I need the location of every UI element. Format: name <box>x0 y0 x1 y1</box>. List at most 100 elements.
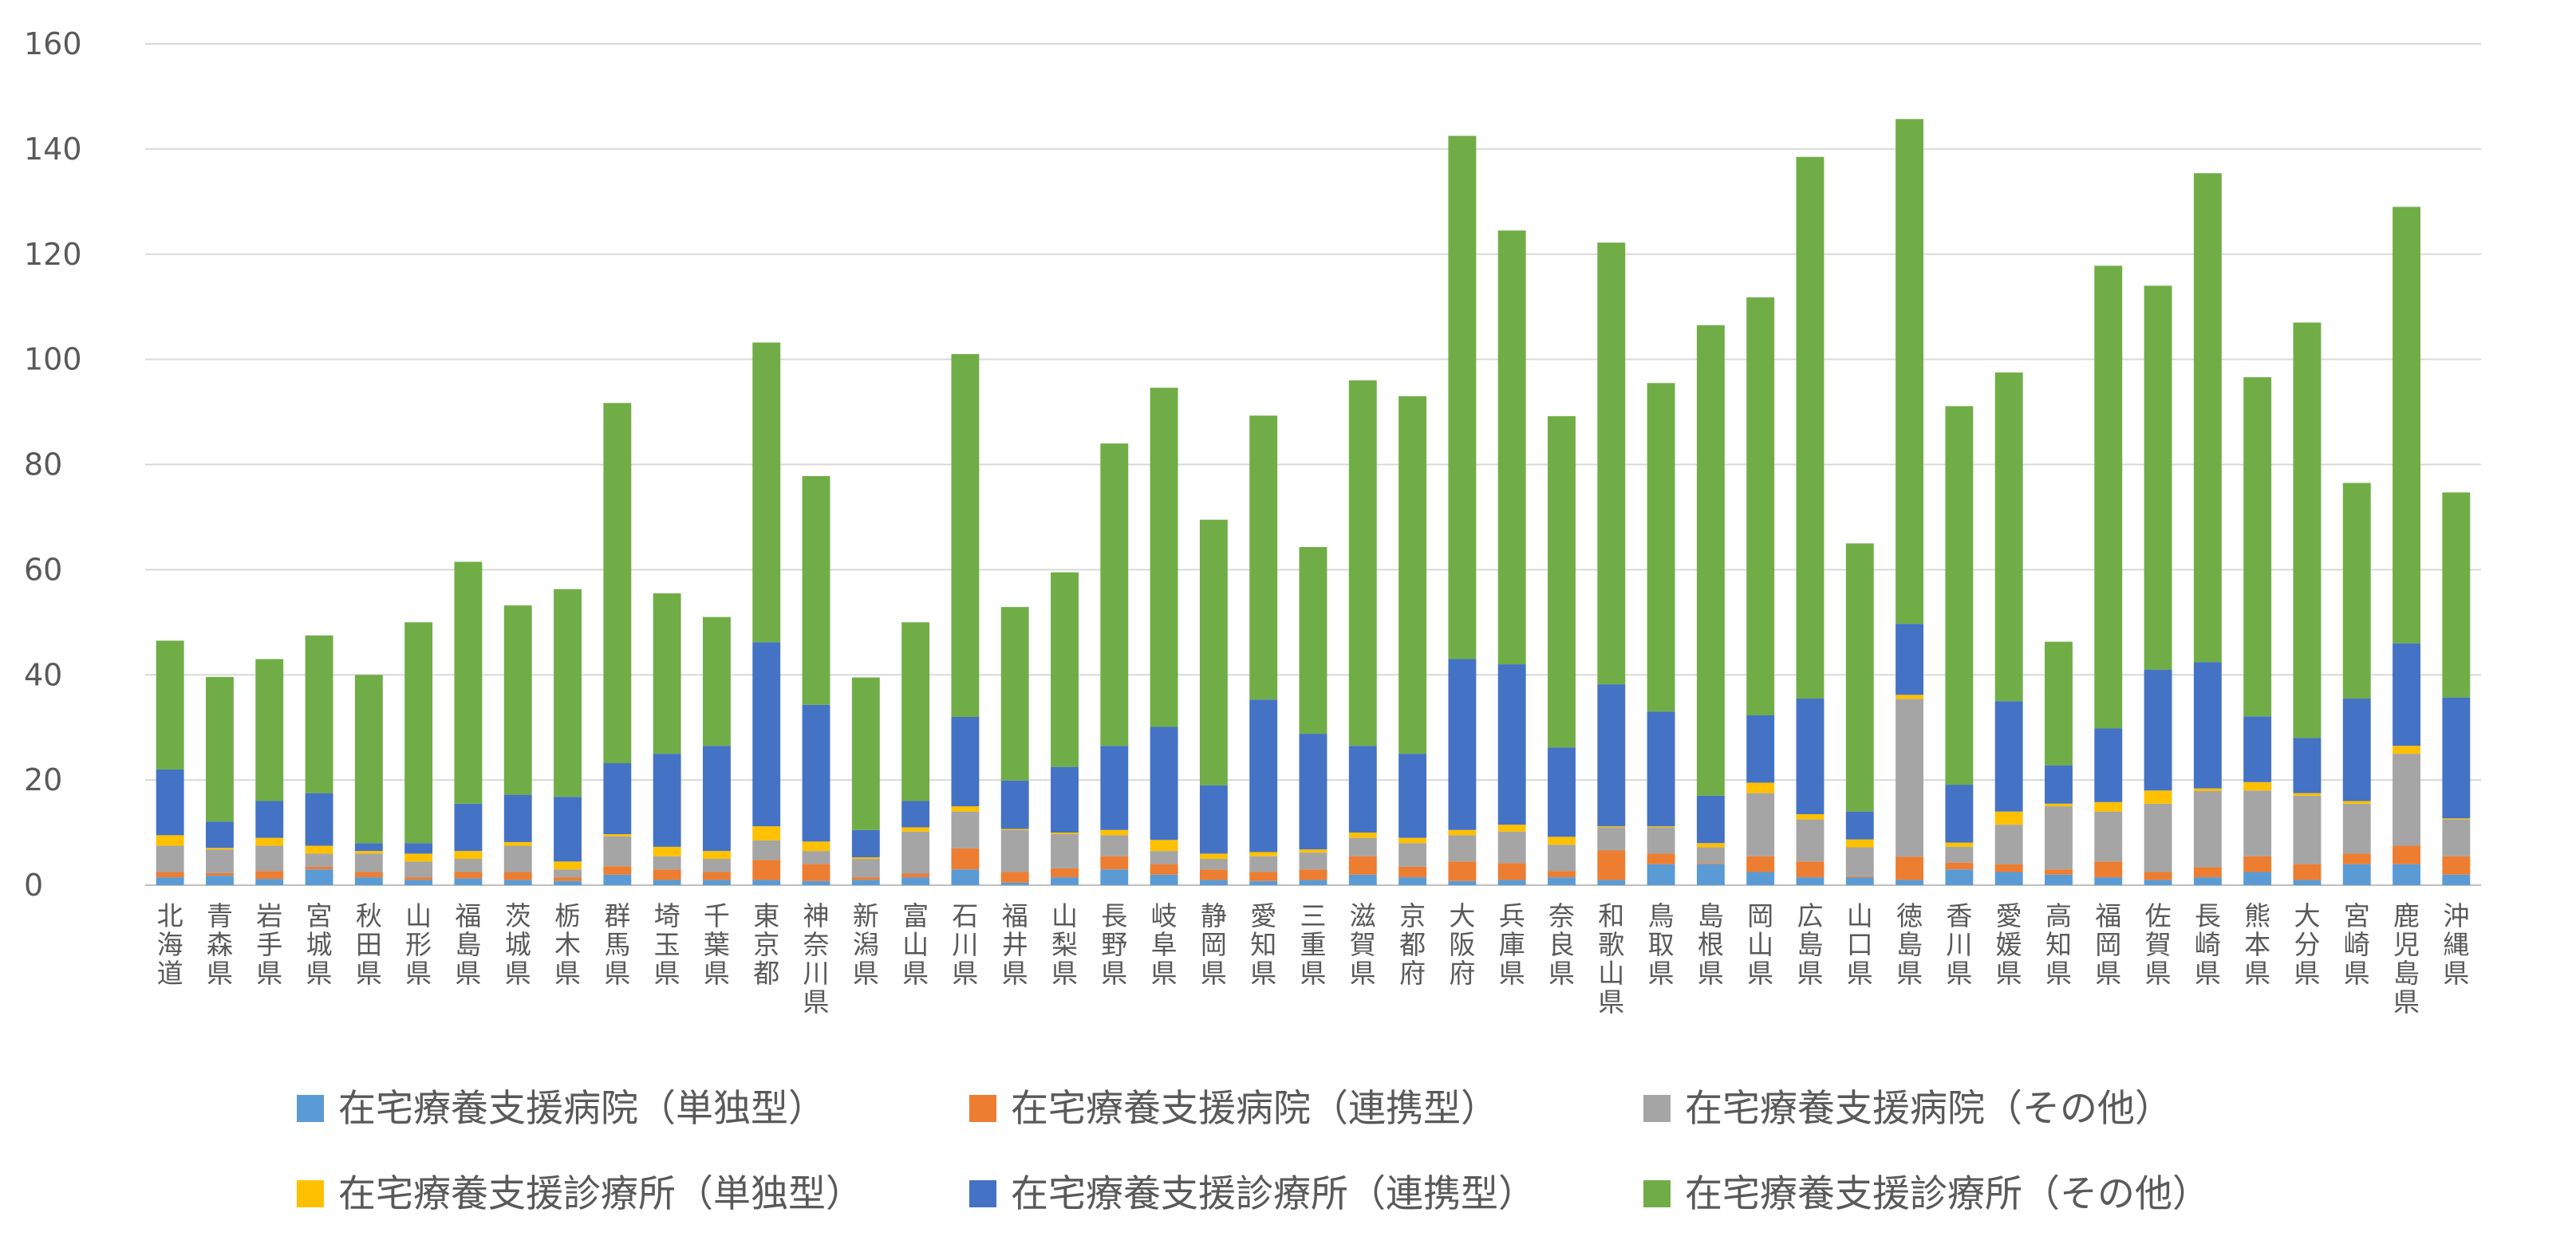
x-tick-char: 取 <box>1648 929 1675 960</box>
bar-segment <box>503 872 532 880</box>
x-axis: 北海道青森県岩手県宮城県秋田県山形県福島県茨城県栃木県群馬県埼玉県千葉県東京都神… <box>157 900 2470 1018</box>
legend-swatch <box>969 1180 996 1207</box>
bar-segment <box>1448 136 1477 659</box>
bar-segment <box>404 843 433 854</box>
x-tick-label: 宮城県 <box>306 900 333 989</box>
x-tick-char: 島 <box>2393 958 2420 989</box>
bar-segment <box>2144 669 2172 791</box>
bar-segment <box>2393 643 2420 746</box>
x-tick-label: 福井県 <box>1002 900 1028 989</box>
x-tick-char: 手 <box>256 929 282 960</box>
y-tick-label: 80 <box>24 447 62 482</box>
x-tick-label: 京都府 <box>1399 900 1426 989</box>
x-tick-char: 栃 <box>554 900 581 931</box>
bar-segment <box>2045 806 2073 870</box>
bar-segment <box>851 677 880 830</box>
x-tick-char: 茨 <box>505 900 531 931</box>
bar-segment <box>1448 880 1477 885</box>
y-tick-label: 60 <box>24 552 62 587</box>
x-tick-char: 静 <box>1201 900 1227 931</box>
bar-segment <box>901 877 930 885</box>
x-tick-char: 岡 <box>1201 929 1227 960</box>
x-tick-label: 東京都 <box>753 900 779 989</box>
bar-segment <box>1051 572 1079 767</box>
bar-segment <box>305 866 333 870</box>
bar-segment <box>951 717 980 807</box>
x-tick-char: 県 <box>505 958 531 989</box>
bar-segment <box>851 880 880 885</box>
bar-segment <box>1796 819 1825 862</box>
x-tick-label: 福島県 <box>455 900 481 989</box>
x-tick-label: 岐阜県 <box>1151 900 1178 989</box>
y-tick-label: 140 <box>24 132 82 167</box>
x-tick-char: 都 <box>753 958 779 989</box>
bar-segment <box>2243 716 2272 782</box>
x-tick-char: 埼 <box>654 900 680 931</box>
legend-label: 在宅療養支援診療所（単独型） <box>338 1172 863 1216</box>
bar-segment <box>2442 818 2471 820</box>
bar-segment <box>2243 872 2272 885</box>
x-tick-char: 県 <box>853 958 879 989</box>
x-tick-char: 県 <box>1598 986 1624 1018</box>
x-tick-char: 千 <box>704 900 730 931</box>
bar-segment <box>2094 811 2123 862</box>
x-tick-char: 北 <box>157 900 183 931</box>
bar-segment <box>255 845 284 872</box>
bar-segment <box>1548 845 1576 872</box>
bar-segment <box>2045 874 2073 885</box>
bar-segment <box>1100 829 1129 836</box>
bar-segment <box>2144 790 2172 804</box>
bar-segment <box>2442 819 2471 856</box>
bar-segment <box>354 877 383 885</box>
bar-segment <box>653 869 681 880</box>
bar-segment <box>1348 746 1377 833</box>
x-tick-label: 熊本県 <box>2244 900 2270 989</box>
x-tick-char: 島 <box>1797 929 1823 960</box>
bar-segment <box>1647 711 1675 827</box>
x-tick-char: 県 <box>2393 986 2420 1018</box>
bar-segment <box>1647 826 1675 828</box>
x-tick-label: 静岡県 <box>1201 900 1227 989</box>
bar-segment <box>156 877 184 885</box>
bar-segment <box>305 853 333 867</box>
bar-segment <box>1597 850 1626 880</box>
bar-segment <box>305 635 333 793</box>
bar-segment <box>901 801 930 828</box>
x-tick-char: 森 <box>207 929 233 960</box>
bar-segment <box>1199 859 1228 870</box>
x-tick-char: 富 <box>902 900 929 931</box>
bar-segment <box>255 837 284 846</box>
x-tick-char: 城 <box>306 929 333 960</box>
bar-segment <box>2393 864 2420 885</box>
x-tick-char: 大 <box>1449 900 1475 931</box>
bar-segment <box>1746 793 1775 856</box>
bar-segment <box>1398 754 1427 838</box>
x-tick-label: 岩手県 <box>256 900 282 989</box>
x-tick-label: 山梨県 <box>1051 900 1078 989</box>
bar-segment <box>1299 849 1327 853</box>
bar-segment <box>503 605 532 795</box>
bar-segment <box>1100 835 1129 856</box>
bar-segment <box>1348 833 1377 838</box>
bar-segment <box>2243 377 2272 717</box>
x-tick-label: 香川県 <box>1946 900 1972 989</box>
x-tick-char: 県 <box>1946 958 1972 989</box>
bar-segment <box>206 676 234 822</box>
bar-segment <box>1896 695 1924 699</box>
x-tick-label: 広島県 <box>1797 900 1823 989</box>
bar-segment <box>503 880 532 885</box>
bar-segment <box>1696 843 1725 848</box>
bar-segment <box>1051 834 1079 868</box>
bar-segment <box>1398 877 1427 885</box>
bar-segment <box>702 851 731 860</box>
bar-segment <box>554 869 582 878</box>
bar-segment <box>554 589 582 797</box>
bar-segment <box>653 754 681 847</box>
x-tick-char: 鹿 <box>2393 900 2420 931</box>
bar-segment <box>1994 701 2023 812</box>
bar-segment <box>2193 788 2222 791</box>
x-tick-char: 高 <box>2045 900 2072 931</box>
bar-segment <box>454 859 483 872</box>
bar-segment <box>2342 853 2371 864</box>
